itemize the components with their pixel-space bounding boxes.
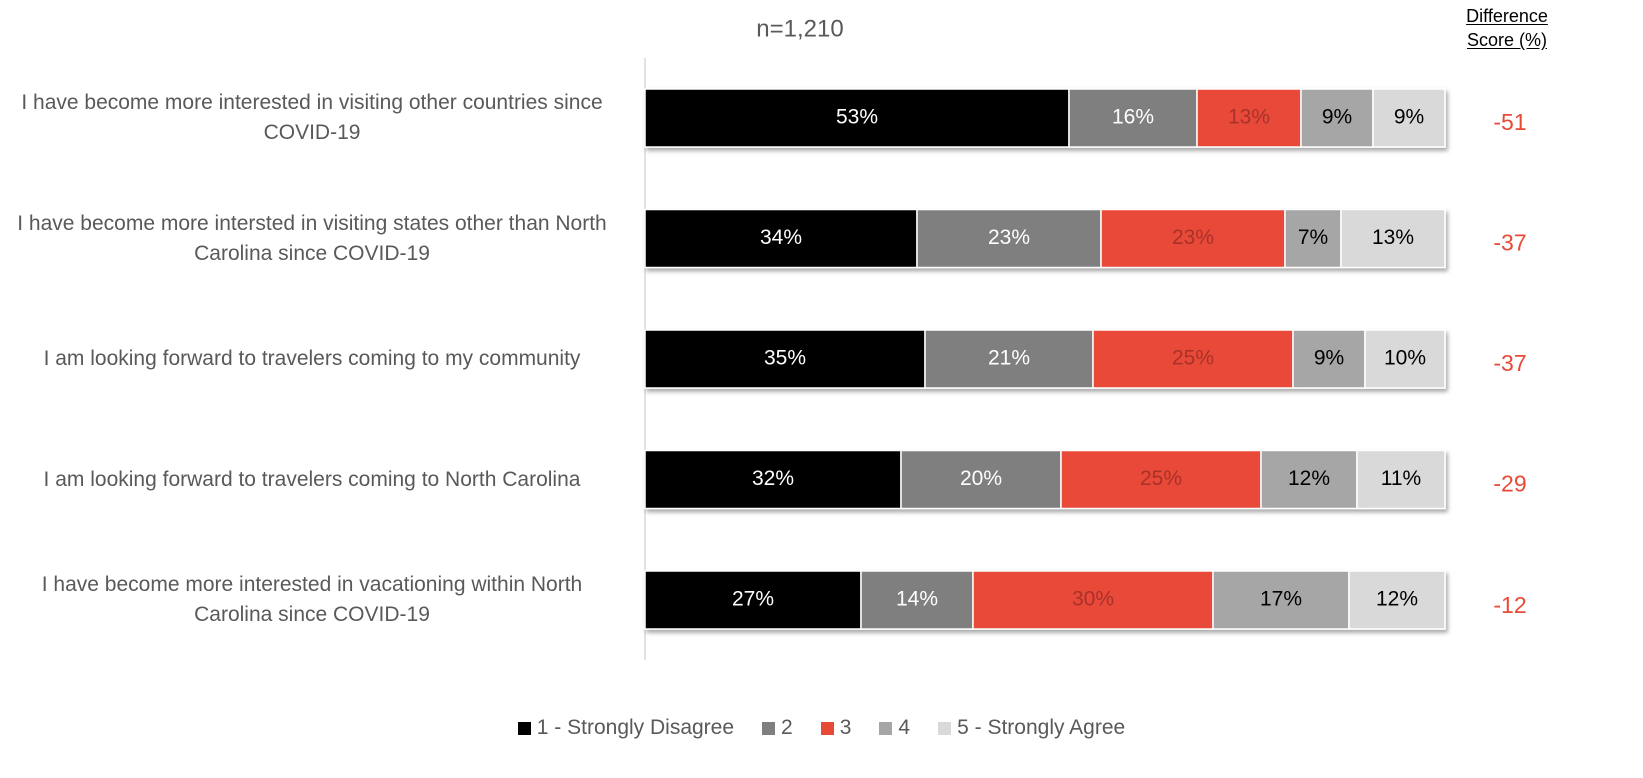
legend-swatch bbox=[938, 721, 952, 735]
bar-segment bbox=[1348, 570, 1446, 630]
legend-item: 5 - Strongly Agree bbox=[938, 716, 1125, 740]
legend-swatch bbox=[879, 721, 893, 735]
data-label: 13% bbox=[1372, 226, 1414, 249]
bar-group bbox=[644, 88, 1446, 148]
data-label: 13% bbox=[1228, 106, 1270, 129]
bar-group bbox=[644, 329, 1446, 389]
legend-label: 5 - Strongly Agree bbox=[957, 716, 1126, 739]
bar-segment bbox=[1196, 88, 1302, 148]
data-label: 10% bbox=[1384, 347, 1426, 370]
category-label: I have become more interested in vacatio… bbox=[41, 573, 583, 626]
data-label: 34% bbox=[760, 226, 802, 249]
bar-segment bbox=[1060, 449, 1262, 510]
category-label: I am looking forward to travelers coming… bbox=[43, 347, 581, 370]
data-label: 12% bbox=[1376, 588, 1418, 611]
data-label: 7% bbox=[1298, 226, 1328, 249]
category-label: I am looking forward to travelers coming… bbox=[43, 467, 581, 491]
difference-header: Difference Score (%) bbox=[1466, 6, 1548, 50]
data-label: 35% bbox=[764, 347, 806, 370]
bar-segment bbox=[1292, 329, 1366, 389]
data-label: 23% bbox=[1172, 226, 1214, 249]
bar-segment bbox=[860, 570, 974, 630]
bar-segment bbox=[1340, 208, 1446, 269]
data-label: 16% bbox=[1112, 106, 1154, 129]
data-label: 27% bbox=[732, 588, 774, 611]
legend-item: 3 bbox=[820, 716, 852, 740]
data-label: 20% bbox=[960, 467, 1002, 490]
legend-label: 1 - Strongly Disagree bbox=[536, 716, 735, 739]
bar-segment bbox=[1364, 329, 1446, 389]
difference-score: -29 bbox=[1493, 471, 1526, 497]
category-label: I have become more intersted in visiting… bbox=[17, 211, 607, 265]
bar-group bbox=[644, 570, 1446, 630]
data-label: 17% bbox=[1260, 588, 1302, 611]
difference-score: -12 bbox=[1493, 592, 1526, 618]
legend-item: 1 - Strongly Disagree bbox=[517, 716, 735, 740]
data-label: 25% bbox=[1140, 467, 1182, 490]
data-label: 9% bbox=[1322, 106, 1352, 129]
data-label: 9% bbox=[1394, 106, 1424, 129]
bar-segment bbox=[644, 449, 902, 510]
difference-score: -37 bbox=[1493, 230, 1526, 256]
bar-segment bbox=[1068, 88, 1198, 148]
legend-swatch bbox=[762, 721, 776, 735]
data-label: 9% bbox=[1314, 347, 1344, 370]
bar-segment bbox=[644, 570, 862, 630]
bar-segment bbox=[1372, 88, 1446, 148]
data-label: 53% bbox=[836, 106, 878, 129]
bar-group bbox=[644, 449, 1446, 510]
legend-swatch bbox=[517, 721, 531, 735]
category-label: I have become more interested in visitin… bbox=[21, 91, 603, 144]
difference-score: -51 bbox=[1493, 109, 1526, 135]
legend-label: 2 bbox=[781, 716, 793, 739]
legend-label: 3 bbox=[839, 716, 852, 739]
bar-segment bbox=[924, 329, 1094, 389]
bar-segment bbox=[1300, 88, 1374, 148]
data-label: 14% bbox=[896, 588, 938, 611]
bar-segment bbox=[644, 88, 1070, 148]
legend-item: 2 bbox=[762, 716, 793, 740]
legend-swatch bbox=[820, 721, 834, 735]
data-label: 30% bbox=[1072, 588, 1114, 611]
bar-segment bbox=[644, 329, 926, 389]
legend: 1 - Strongly Disagree 2 3 4 5 - Strongly Agr… bbox=[0, 716, 1643, 740]
legend-item: 4 bbox=[879, 716, 910, 740]
bar-segment bbox=[1092, 329, 1294, 389]
data-label: 23% bbox=[988, 226, 1030, 249]
bar-segment bbox=[972, 570, 1214, 630]
difference-score: -37 bbox=[1493, 350, 1526, 376]
legend-label: 4 bbox=[898, 716, 911, 739]
bar-segment bbox=[1356, 449, 1446, 510]
bar-segment bbox=[644, 208, 918, 269]
bar-segment bbox=[1100, 208, 1286, 269]
data-label: 21% bbox=[988, 347, 1030, 370]
data-label: 32% bbox=[752, 467, 794, 490]
bar-group bbox=[644, 208, 1446, 269]
data-label: 25% bbox=[1172, 347, 1214, 370]
data-label: 12% bbox=[1288, 467, 1330, 490]
data-label: 11% bbox=[1381, 467, 1421, 490]
chart-title: n=1,210 bbox=[756, 15, 843, 42]
